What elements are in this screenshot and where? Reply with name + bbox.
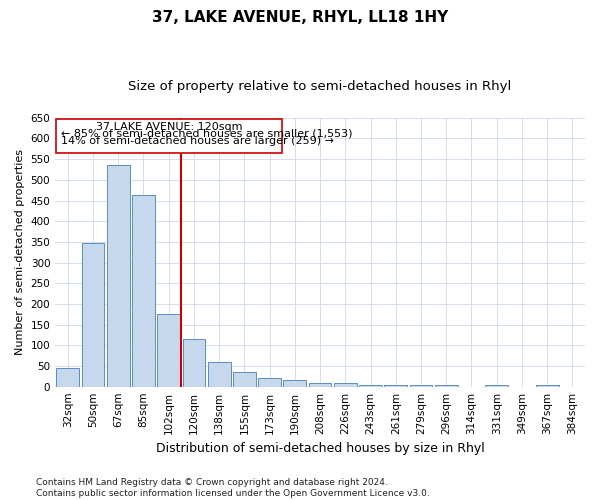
Title: Size of property relative to semi-detached houses in Rhyl: Size of property relative to semi-detach… [128, 80, 512, 93]
Bar [132, 195, 155, 386]
Text: 37 LAKE AVENUE: 120sqm: 37 LAKE AVENUE: 120sqm [96, 122, 242, 132]
Bar [157, 314, 180, 386]
Bar [258, 378, 281, 386]
Bar [182, 339, 205, 386]
Bar [56, 368, 79, 386]
X-axis label: Distribution of semi-detached houses by size in Rhyl: Distribution of semi-detached houses by … [156, 442, 484, 455]
Bar [107, 166, 130, 386]
Y-axis label: Number of semi-detached properties: Number of semi-detached properties [15, 149, 25, 355]
FancyBboxPatch shape [56, 118, 282, 153]
Text: Contains HM Land Registry data © Crown copyright and database right 2024.
Contai: Contains HM Land Registry data © Crown c… [36, 478, 430, 498]
Bar [385, 384, 407, 386]
Text: 37, LAKE AVENUE, RHYL, LL18 1HY: 37, LAKE AVENUE, RHYL, LL18 1HY [152, 10, 448, 25]
Bar [233, 372, 256, 386]
Bar [334, 384, 356, 386]
Text: 14% of semi-detached houses are larger (259) →: 14% of semi-detached houses are larger (… [61, 136, 334, 146]
Bar [208, 362, 230, 386]
Bar [283, 380, 306, 386]
Bar [359, 384, 382, 386]
Bar [82, 242, 104, 386]
Text: ← 85% of semi-detached houses are smaller (1,553): ← 85% of semi-detached houses are smalle… [61, 129, 353, 139]
Bar [435, 384, 458, 386]
Bar [309, 382, 331, 386]
Bar [536, 384, 559, 386]
